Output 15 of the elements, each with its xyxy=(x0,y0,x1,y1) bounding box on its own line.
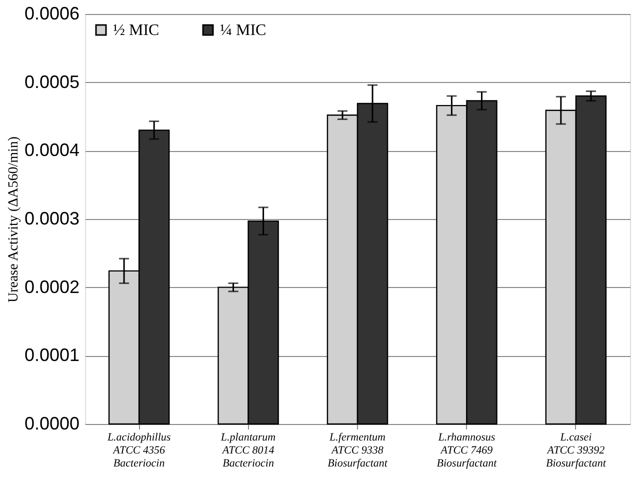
y-tick-label: 0.0001 xyxy=(24,345,80,366)
y-tick-label: 0.0004 xyxy=(24,140,80,160)
y-tick-label: 0.0000 xyxy=(24,414,80,434)
x-tick-label: L.rhamnosus ATCC 7469 Biosurfactant xyxy=(436,432,498,470)
y-tick-label: 0.0005 xyxy=(24,72,80,92)
legend-label: ½ MIC xyxy=(113,22,160,39)
y-tick-label: 0.0006 xyxy=(24,4,80,24)
x-tick-label: L.plantarum ATCC 8014 Bacteriocin xyxy=(220,432,276,470)
x-tick-label: L.acidophillus ATCC 4356 Bacteriocin xyxy=(106,432,171,470)
x-tick-label: L.casei ATCC 39392 Biosurfactant xyxy=(546,432,607,470)
legend-label: ¼ MIC xyxy=(220,22,266,39)
y-tick-label: 0.0003 xyxy=(24,208,80,228)
x-tick-label: L.fermentum ATCC 9338 Biosurfactant xyxy=(328,432,388,470)
y-axis-title: Urease Activity (ΔA560/min) xyxy=(6,136,22,303)
y-tick-label: 0.0002 xyxy=(24,276,80,297)
